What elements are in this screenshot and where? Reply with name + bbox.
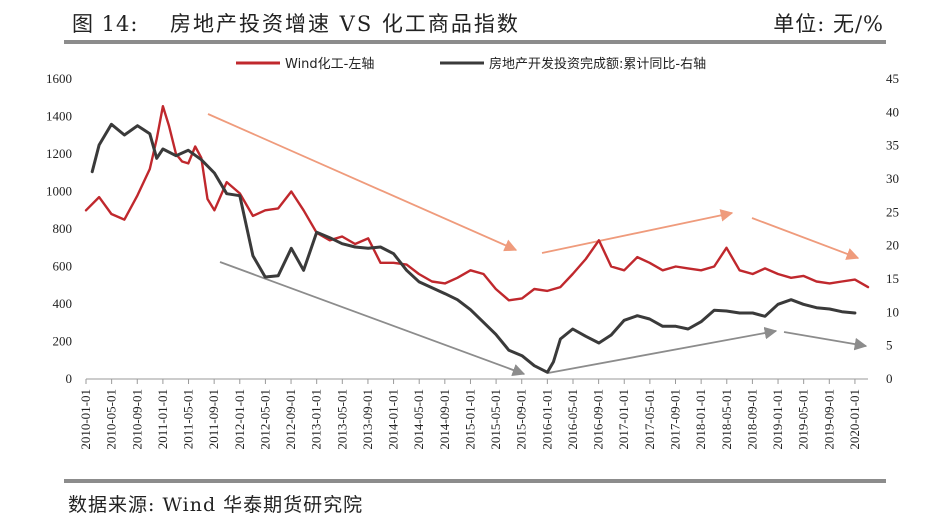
- y-left-tick-label: 1000: [46, 184, 72, 199]
- downtrend-arrow-realestate: [219, 261, 526, 376]
- x-tick-label: 2010-01-01: [78, 389, 93, 450]
- y-right-tick-label: 40: [886, 104, 899, 119]
- x-tick-label: 2013-05-01: [334, 389, 349, 450]
- x-tick-label: 2016-01-01: [539, 389, 554, 450]
- x-tick-label: 2018-09-01: [744, 389, 759, 450]
- y-right-tick-label: 45: [886, 71, 899, 86]
- x-tick-label: 2011-01-01: [155, 389, 170, 449]
- uptrend-arrow-realestate: [547, 326, 778, 374]
- x-tick-label: 2014-01-01: [386, 389, 401, 450]
- recent-downtrend-arrow-realestate: [783, 331, 868, 351]
- x-tick-label: 2019-09-01: [821, 389, 836, 450]
- series-line-chem: [84, 105, 870, 302]
- y-right-tick-label: 0: [886, 371, 893, 386]
- y-left-tick-label: 1200: [46, 146, 72, 161]
- y-left-tick-label: 0: [66, 371, 73, 386]
- x-tick-label: 2017-05-01: [642, 389, 657, 450]
- x-tick-label: 2018-05-01: [719, 389, 734, 450]
- y-right-tick-label: 15: [886, 271, 899, 286]
- y-right-tick-label: 30: [886, 171, 899, 186]
- x-tick-label: 2015-09-01: [514, 389, 529, 450]
- series-line-realestate: [90, 122, 857, 374]
- dual-axis-line-chart: 0 200 400 600 800 1000 1200 1400 1600 0 5 10 15 20 25 3…: [46, 56, 899, 450]
- legend-label-chem: Wind化工-左轴: [285, 57, 374, 72]
- y-right-tick-label: 35: [886, 138, 899, 153]
- x-tick-label: 2014-05-01: [411, 389, 426, 450]
- legend-label-realestate: 房地产开发投资完成额:累计同比-右轴: [489, 56, 706, 72]
- y-left-tick-label: 1400: [46, 109, 72, 124]
- x-tick-label: 2019-05-01: [796, 389, 811, 450]
- x-tick-label: 2012-09-01: [283, 389, 298, 450]
- x-tick-label: 2014-09-01: [437, 389, 452, 450]
- y-left-tick-label: 600: [53, 259, 73, 274]
- x-tick-label: 2011-09-01: [206, 389, 221, 449]
- x-tick-label: 2015-05-01: [488, 389, 503, 450]
- y-right-tick-label: 10: [886, 304, 899, 319]
- y-left-tick-label: 200: [53, 334, 73, 349]
- y-right-tick-label: 25: [886, 204, 899, 219]
- y-right-tick-label: 5: [886, 338, 893, 353]
- x-tick-label: 2010-05-01: [104, 389, 119, 450]
- x-tick-label: 2012-01-01: [232, 389, 247, 450]
- x-tick-label: 2011-05-01: [181, 389, 196, 449]
- y-right-tick-label: 20: [886, 238, 899, 253]
- unit-label: 单位: 无/%: [773, 12, 884, 36]
- top-rule: [64, 40, 886, 44]
- x-tick-label: 2019-01-01: [770, 389, 785, 450]
- downtrend-arrow-chem: [207, 113, 518, 252]
- y-left-tick-label: 400: [53, 296, 73, 311]
- x-tick-label: 2013-01-01: [309, 389, 324, 450]
- recent-downtrend-arrow-chem: [751, 217, 860, 260]
- x-tick-label: 2012-05-01: [257, 389, 272, 450]
- x-tick-label: 2013-09-01: [360, 389, 375, 450]
- x-tick-label: 2016-09-01: [591, 389, 606, 450]
- x-tick-label: 2010-09-01: [129, 389, 144, 450]
- source-note: 数据来源: Wind 华泰期货研究院: [68, 494, 364, 516]
- x-tick-label: 2020-01-01: [847, 389, 862, 450]
- uptrend-arrow-chem: [541, 209, 734, 254]
- figure-number: 图 14:: [72, 12, 139, 36]
- y-left-tick-label: 1600: [46, 71, 72, 86]
- page-title: 房地产投资增速 VS 化工商品指数: [170, 12, 520, 36]
- x-tick-label: 2018-01-01: [693, 389, 708, 450]
- x-tick-label: 2016-05-01: [565, 389, 580, 450]
- title-row: 图 14: 房地产投资增速 VS 化工商品指数 单位: 无/%: [0, 0, 950, 38]
- y-left-tick-label: 800: [53, 221, 73, 236]
- bottom-rule: [64, 479, 886, 483]
- x-tick-label: 2017-09-01: [668, 389, 683, 450]
- x-tick-label: 2015-01-01: [462, 389, 477, 450]
- x-tick-label: 2017-01-01: [616, 389, 631, 450]
